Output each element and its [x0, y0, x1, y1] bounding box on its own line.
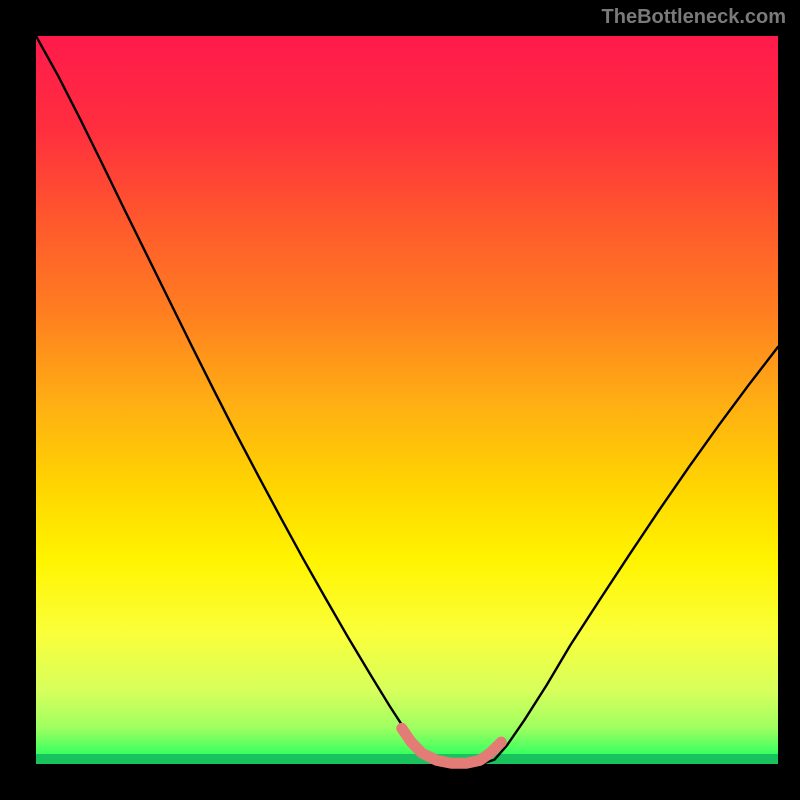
- border-top: [0, 0, 800, 36]
- border-right: [778, 0, 800, 800]
- bottleneck-curve-chart: [0, 0, 800, 800]
- border-left: [0, 0, 36, 800]
- chart-container: TheBottleneck.com: [0, 0, 800, 800]
- gradient-background: [36, 36, 778, 764]
- border-bottom: [0, 764, 800, 800]
- bottom-band: [36, 754, 778, 764]
